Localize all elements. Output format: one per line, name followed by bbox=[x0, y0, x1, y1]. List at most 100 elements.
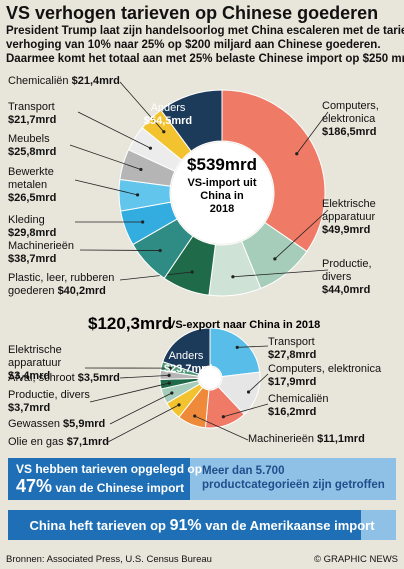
leader-line bbox=[107, 404, 180, 443]
value-label: $54,5mrd bbox=[143, 115, 193, 127]
category-name: Elektrische apparatuur bbox=[322, 198, 376, 223]
tariff-value: 91% bbox=[169, 517, 202, 534]
leader-line bbox=[69, 144, 142, 170]
category-name: Anders bbox=[150, 102, 186, 114]
subtitle-line: verhoging van 10% naar 25% op $200 milja… bbox=[6, 39, 381, 51]
donut-segment bbox=[162, 327, 211, 375]
tariff-value: 47% bbox=[16, 476, 53, 496]
leader-line bbox=[74, 179, 138, 196]
category-name: Anders bbox=[168, 350, 204, 362]
source: Bronnen: Associated Press, U.S. Census B… bbox=[6, 554, 212, 565]
tariff-fill bbox=[8, 510, 362, 540]
center-total: $539mrd bbox=[187, 155, 257, 174]
title: VS verhogen tarieven op Chinese goederen bbox=[6, 3, 379, 23]
leader-line bbox=[248, 373, 269, 393]
leader-dot bbox=[295, 152, 299, 156]
value-label: $44,0mrd bbox=[322, 284, 371, 296]
value-label: $23,7mrd bbox=[164, 363, 213, 375]
category-name: Plastic, leer, rubberen goederen bbox=[8, 272, 115, 297]
segment-label: Computers, elektronica $17,9mrd bbox=[268, 363, 404, 389]
value-label: $186,5mrd bbox=[322, 126, 377, 138]
leader-line bbox=[296, 111, 329, 154]
segment-label: Transport $21,7mrd bbox=[8, 101, 78, 127]
value-label: $5,9mrd bbox=[63, 418, 106, 430]
segment-label: Elektrische apparatuur $49,9mrd bbox=[322, 198, 402, 237]
tariff-bar: China heft tarieven op 91% van de Amerik… bbox=[8, 510, 396, 540]
leader-dot bbox=[273, 257, 277, 261]
donut-hole bbox=[199, 367, 221, 389]
segment-label: Gewassen $5,9mrd bbox=[8, 418, 128, 431]
segment-label: Elektrische apparatuur $3,4mrd bbox=[8, 344, 118, 383]
category-name: Olie en gas bbox=[8, 436, 64, 448]
credit: © GRAPHIC NEWS bbox=[313, 554, 398, 565]
category-name: Computers, elektronica bbox=[322, 100, 379, 125]
leader-line bbox=[119, 271, 193, 281]
value-label: $16,2mrd bbox=[268, 406, 317, 418]
segment-label: Machinerieën $38,7mrd bbox=[8, 240, 88, 266]
segment-label: Meubels $25,8mrd bbox=[8, 133, 78, 159]
center-caption: VS-import uit China in 2018 bbox=[187, 177, 257, 215]
segment-label: Bewerkte metalen $26,5mrd bbox=[8, 166, 78, 205]
tariff-text: China heft tarieven op 91% van de Amerik… bbox=[8, 517, 396, 535]
leader-dot bbox=[231, 275, 235, 279]
leader-line bbox=[274, 209, 329, 260]
segment-label: Productie, divers $44,0mrd bbox=[322, 258, 402, 297]
segment-label: Transport $27,8mrd bbox=[268, 336, 348, 362]
value-label: $26,5mrd bbox=[8, 192, 57, 204]
donut-segment bbox=[221, 89, 326, 253]
category-name: Chemicaliën bbox=[268, 393, 329, 405]
value-label: $21,7mrd bbox=[8, 114, 57, 126]
tariff-text-after: van de Chinese import bbox=[55, 481, 185, 495]
category-name: Transport bbox=[268, 336, 315, 348]
tariff-bar: VS hebben tarieven opgelegd op 47% van d… bbox=[8, 458, 396, 500]
leader-dot bbox=[193, 414, 197, 418]
category-name: Chemicaliën bbox=[8, 75, 69, 87]
value-label: $3,4mrd bbox=[8, 370, 51, 382]
value-label: $25,8mrd bbox=[8, 146, 57, 158]
segment-label: Afval, schroot $3,5mrd bbox=[8, 372, 148, 385]
segment-label: Machinerieën $11,1mrd bbox=[248, 433, 398, 446]
category-name: Bewerkte metalen bbox=[8, 166, 54, 191]
value-label: $3,7mrd bbox=[8, 402, 51, 414]
segment-label: Chemicaliën $16,2mrd bbox=[268, 393, 348, 419]
leader-dot bbox=[141, 220, 145, 224]
value-label: $40,2mrd bbox=[57, 285, 106, 297]
leader-dot bbox=[235, 345, 239, 349]
tariff-text: VS hebben tarieven opgelegd op 47% van d… bbox=[16, 461, 202, 497]
leader-dot bbox=[167, 381, 171, 385]
segment-label: Plastic, leer, rubberen goederen $40,2mr… bbox=[8, 272, 148, 298]
segment-label: Olie en gas $7,1mrd bbox=[8, 436, 128, 449]
category-name: Transport bbox=[8, 101, 55, 113]
leader-line bbox=[77, 111, 151, 149]
tariff-fill bbox=[8, 458, 191, 500]
segment-label: Computers, elektronica $186,5mrd bbox=[322, 100, 402, 139]
value-label: $11,1mrd bbox=[317, 433, 365, 445]
segment-label: Anders $54,5mrd bbox=[138, 102, 198, 128]
subtitle-line: President Trump laat zijn handelsoorlog … bbox=[6, 25, 404, 37]
leader-dot bbox=[170, 391, 174, 395]
category-name: Machinerieën bbox=[248, 433, 315, 445]
segment-label: Chemicaliën $21,4mrd bbox=[8, 75, 148, 88]
leader-line bbox=[79, 249, 161, 251]
leader-line bbox=[119, 374, 170, 379]
subtitle-line: Daarmee komt het totaal aan met 25% bela… bbox=[6, 53, 404, 65]
tariff-text-before: VS hebben tarieven opgelegd op bbox=[16, 462, 203, 476]
center-total: $120,3mrd bbox=[88, 314, 173, 333]
category-name: Computers, elektronica bbox=[268, 363, 382, 375]
value-label: $21,4mrd bbox=[71, 75, 120, 87]
leader-line bbox=[119, 81, 165, 133]
category-name: Kleding bbox=[8, 214, 45, 226]
leader-line bbox=[89, 382, 170, 403]
leader-dot bbox=[158, 248, 162, 253]
leader-dot bbox=[190, 270, 194, 274]
value-label: $38,7mrd bbox=[8, 253, 57, 265]
leader-line bbox=[109, 392, 173, 425]
segment-label: Productie, divers $3,7mrd bbox=[8, 389, 98, 415]
segment-label: Kleding $29,8mrd bbox=[8, 214, 78, 240]
leader-dot bbox=[246, 390, 251, 394]
category-name: Gewassen bbox=[8, 418, 60, 430]
value-label: $7,1mrd bbox=[66, 436, 109, 448]
value-label: $27,8mrd bbox=[268, 349, 317, 361]
category-name: Elektrische apparatuur bbox=[8, 344, 62, 369]
value-label: $49,9mrd bbox=[322, 224, 371, 236]
